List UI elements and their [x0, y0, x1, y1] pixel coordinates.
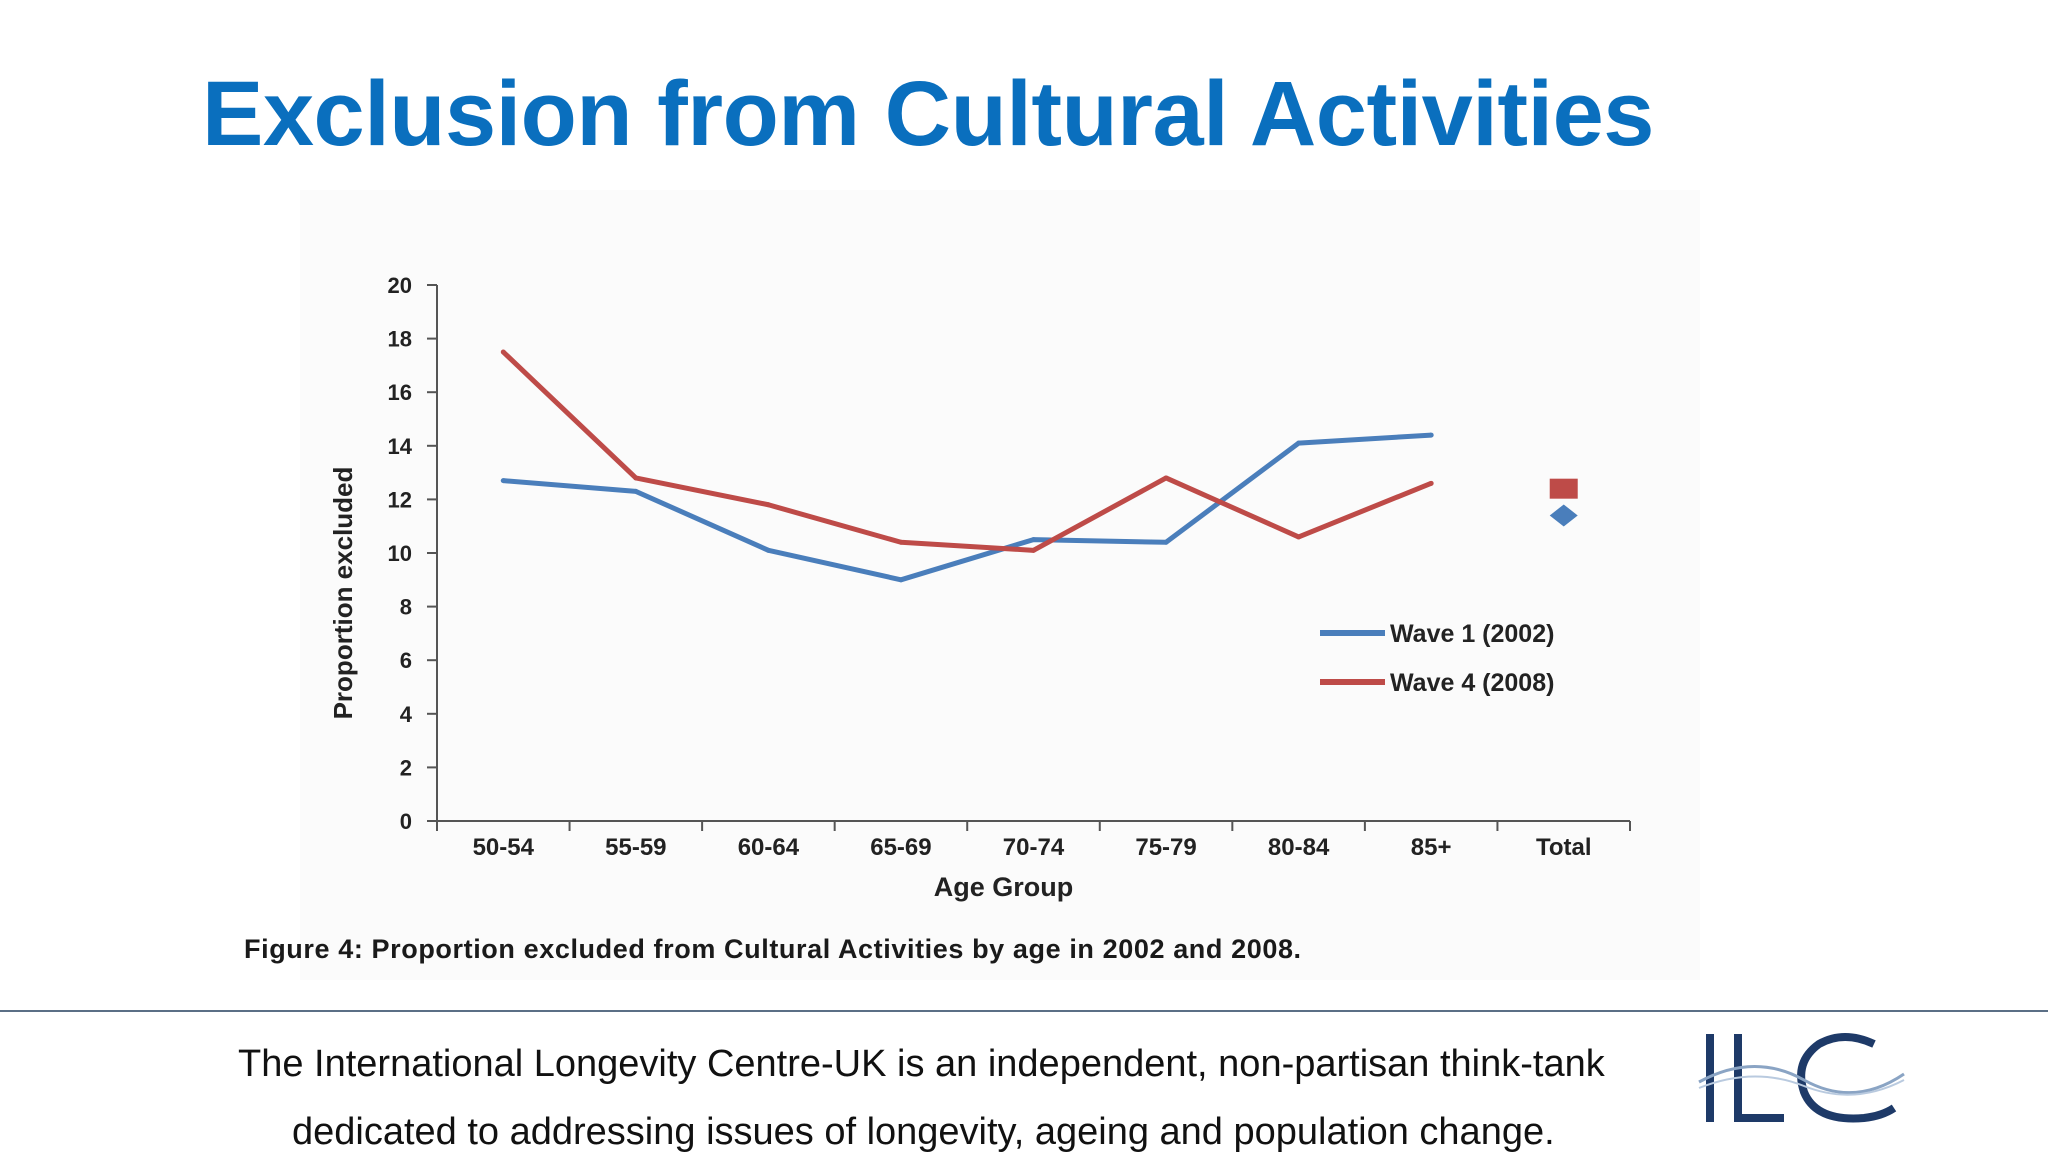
y-tick-label: 8 — [400, 595, 412, 620]
data-point — [1428, 432, 1434, 438]
y-tick-label: 0 — [400, 809, 412, 834]
legend-label-1: Wave 1 (2002) — [1390, 620, 1554, 648]
footer-text-line-2: dedicated to addressing issues of longev… — [292, 1111, 1555, 1153]
footer-divider — [0, 1010, 2048, 1012]
x-axis-title: Age Group — [934, 872, 1074, 902]
x-tick-label: 75-79 — [1135, 834, 1196, 861]
data-point — [898, 577, 904, 583]
y-tick-label: 4 — [400, 702, 413, 727]
y-tick-label: 2 — [400, 755, 412, 780]
data-point — [633, 475, 639, 481]
x-tick-label: 80-84 — [1268, 834, 1330, 861]
x-tick-label: 60-64 — [738, 834, 800, 861]
x-tick-label: 55-59 — [605, 834, 666, 861]
total-marker-diamond — [1549, 504, 1578, 527]
data-point — [1428, 480, 1434, 486]
data-point — [500, 478, 506, 484]
data-point — [1296, 440, 1302, 446]
y-axis-title: Proportion excluded — [328, 467, 358, 720]
data-point — [1031, 537, 1036, 543]
x-tick-label: 85+ — [1411, 834, 1452, 861]
y-tick-label: 14 — [388, 434, 413, 459]
series-line-1 — [503, 432, 1432, 583]
data-point — [633, 488, 639, 494]
figure-caption: Figure 4: Proportion excluded from Cultu… — [244, 934, 1302, 964]
ilc-logo — [1698, 1033, 1905, 1123]
y-tick-label: 12 — [388, 487, 412, 512]
slide-title: Exclusion from Cultural Activities — [202, 63, 1654, 165]
data-point — [1163, 475, 1169, 481]
y-tick-label: 18 — [388, 327, 412, 352]
x-tick-label: 65-69 — [870, 834, 931, 861]
y-tick-label: 20 — [388, 273, 412, 298]
series-line-2 — [501, 350, 1433, 553]
data-point — [765, 547, 771, 553]
footer-text-line-1: The International Longevity Centre-UK is… — [238, 1043, 1605, 1085]
data-point — [898, 539, 904, 545]
y-tick-label: 6 — [400, 648, 412, 673]
y-tick-label: 16 — [388, 380, 412, 405]
x-tick-label: Total — [1536, 834, 1592, 861]
data-point — [500, 349, 506, 355]
data-point — [1031, 547, 1036, 553]
legend-label-2: Wave 4 (2008) — [1390, 669, 1554, 697]
chart-figure: 0 2 4 6 8 10 12 14 16 18 20 50-54 55-59 60-64 65-69 70-… — [300, 190, 1700, 980]
data-point — [765, 502, 771, 508]
data-point — [1296, 534, 1302, 540]
data-point — [1163, 539, 1169, 545]
x-tick-label: 70-74 — [1003, 834, 1065, 861]
y-tick-label: 10 — [388, 541, 412, 566]
x-tick-label: 50-54 — [473, 834, 535, 861]
line-chart: 0 2 4 6 8 10 12 14 16 18 20 50-54 55-59 60-64 65-69 70-… — [328, 273, 1631, 902]
total-marker-square — [1549, 478, 1578, 499]
